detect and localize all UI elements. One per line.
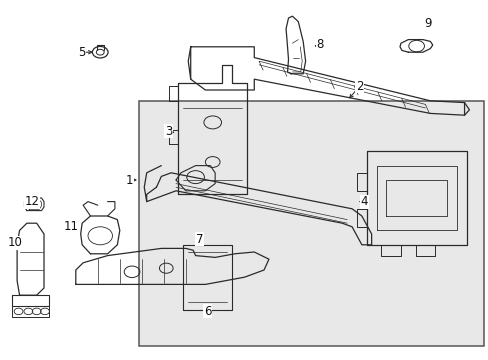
- Bar: [139, 101, 483, 346]
- Text: 4: 4: [360, 195, 367, 208]
- Text: 1: 1: [125, 174, 133, 186]
- Text: 2: 2: [355, 80, 363, 93]
- Text: 10: 10: [7, 237, 22, 249]
- Text: 6: 6: [203, 305, 211, 318]
- Text: 9: 9: [423, 17, 431, 30]
- Text: 5: 5: [78, 46, 86, 59]
- Text: 12: 12: [24, 195, 39, 208]
- Text: 3: 3: [164, 125, 172, 138]
- Text: 11: 11: [63, 220, 78, 233]
- Text: 8: 8: [316, 39, 324, 51]
- Text: 7: 7: [195, 233, 203, 246]
